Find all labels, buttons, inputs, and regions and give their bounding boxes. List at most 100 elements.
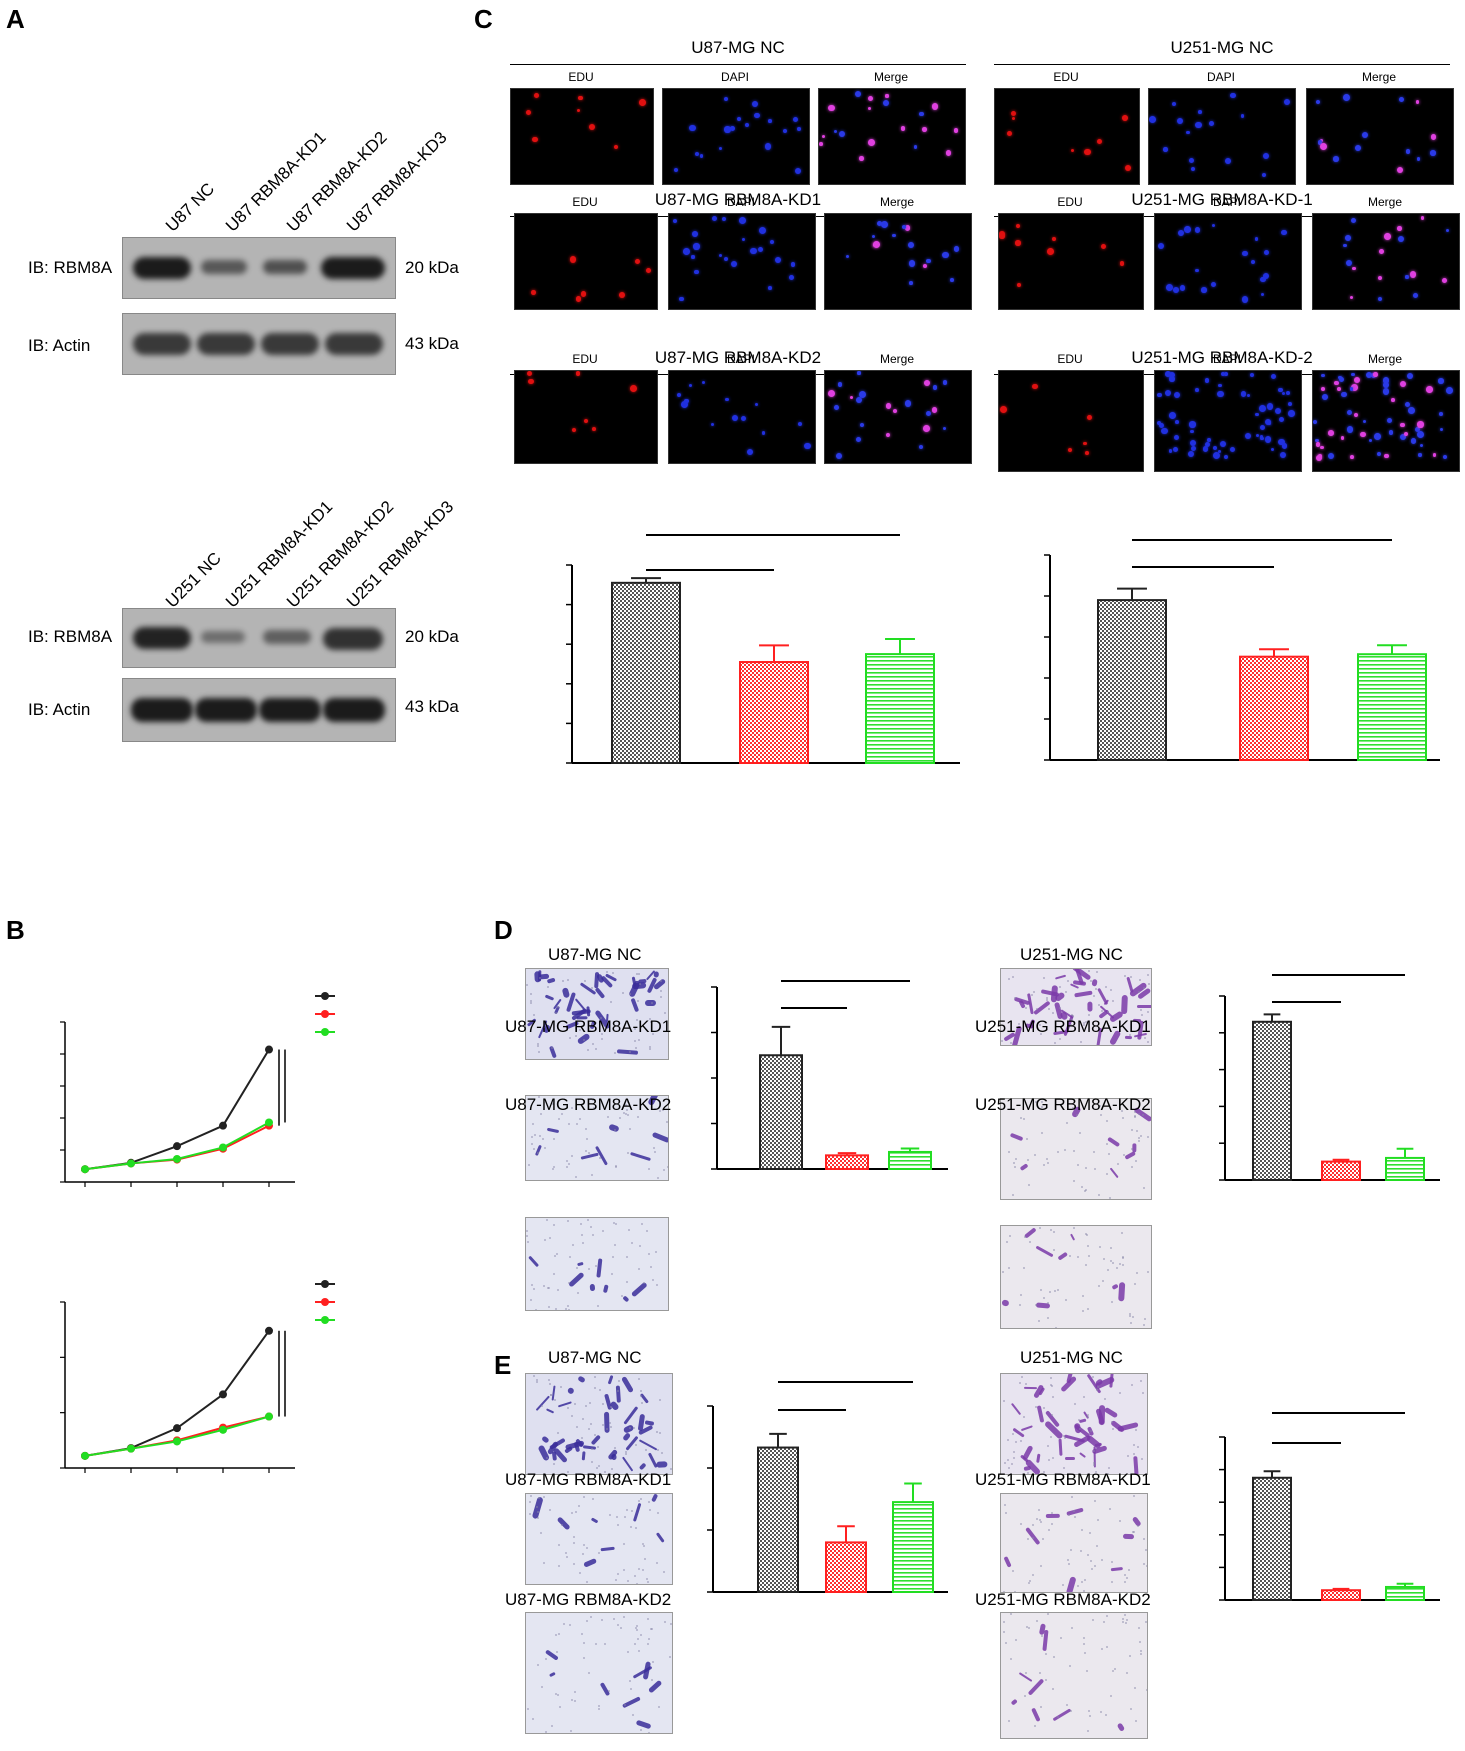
pore-dot — [614, 1243, 617, 1246]
cell-dot — [699, 154, 704, 158]
cell-dot — [905, 400, 912, 407]
fluorescence-image — [1154, 213, 1302, 310]
cell-dot — [1096, 138, 1102, 144]
pore-dot — [618, 1116, 621, 1119]
pore-dot — [601, 1424, 604, 1427]
cell-dot — [931, 103, 939, 110]
data-point — [127, 1444, 135, 1453]
cell-dot — [1219, 440, 1227, 448]
data-point — [219, 1143, 227, 1152]
stain-label: Merge — [1361, 70, 1396, 84]
pore-dot — [1094, 1499, 1097, 1502]
pore-dot — [623, 1568, 626, 1571]
pore-dot — [651, 1033, 654, 1036]
cell-dot — [783, 129, 788, 133]
pore-dot — [1084, 1578, 1087, 1581]
pore-dot — [1142, 1113, 1145, 1116]
pore-dot — [1142, 1324, 1145, 1327]
pore-dot — [1013, 1161, 1016, 1164]
cell-dot — [1320, 143, 1327, 151]
pore-dot — [612, 1221, 615, 1224]
cell-dot — [872, 243, 877, 248]
pore-dot — [551, 1103, 554, 1105]
pore-dot — [608, 1421, 611, 1424]
pore-dot — [579, 1118, 582, 1120]
cell-dot — [580, 291, 587, 297]
cell-dot — [849, 396, 853, 400]
data-point — [173, 1424, 181, 1433]
stain-label: Merge — [1367, 195, 1402, 209]
pore-dot — [1110, 1421, 1113, 1424]
pore-dot — [606, 970, 609, 973]
fluorescence-image — [514, 370, 658, 464]
pore-dot — [1107, 1024, 1110, 1027]
pore-dot — [573, 1402, 576, 1405]
cell-dot — [923, 264, 928, 268]
pore-dot — [590, 1447, 593, 1450]
panel-label-e: E — [494, 1350, 512, 1380]
cell-dot — [1015, 240, 1021, 246]
stain-label: Merge — [873, 70, 908, 84]
pore-dot — [567, 1122, 570, 1125]
cell-dot — [1177, 229, 1185, 237]
pore-dot — [1067, 1563, 1070, 1566]
micrograph-image — [1000, 1373, 1148, 1475]
legend-marker — [321, 1316, 329, 1324]
pore-dot — [623, 1515, 626, 1518]
pore-dot — [1042, 1470, 1045, 1473]
cell-dot — [1412, 293, 1418, 299]
pore-dot — [1074, 1403, 1077, 1406]
pore-dot — [579, 1223, 582, 1226]
pore-dot — [537, 1664, 540, 1667]
cell-dot — [1241, 296, 1249, 303]
pore-dot — [1124, 1580, 1126, 1583]
pore-dot — [640, 1497, 643, 1500]
pore-dot — [1062, 1583, 1065, 1586]
pore-dot — [1004, 1641, 1007, 1644]
pore-dot — [526, 1234, 529, 1237]
pore-dot — [1054, 1290, 1057, 1293]
pore-dot — [598, 1552, 601, 1555]
pore-dot — [1079, 1040, 1082, 1043]
pore-dot — [1081, 1295, 1084, 1298]
pore-dot — [1124, 1613, 1127, 1616]
pore-dot — [607, 1115, 610, 1118]
micrograph-image — [525, 1217, 669, 1311]
pore-dot — [536, 1152, 539, 1155]
pore-dot — [1003, 1462, 1006, 1465]
cell-dot — [1207, 438, 1211, 443]
cell-dot — [1261, 172, 1266, 177]
pore-dot — [1012, 1193, 1015, 1196]
pore-dot — [1023, 1695, 1026, 1698]
pore-dot — [584, 979, 587, 982]
pore-dot — [1025, 1625, 1028, 1628]
cell-dot — [1195, 388, 1199, 393]
cell-dot — [1190, 439, 1197, 446]
stain-label: EDU — [572, 195, 598, 209]
pore-dot — [662, 1168, 665, 1171]
stain-label: Merge — [1367, 352, 1402, 366]
pore-dot — [1036, 1008, 1039, 1011]
pore-dot — [1147, 1011, 1150, 1014]
cell-dot — [1224, 454, 1229, 459]
cell-dot — [711, 215, 717, 221]
pore-dot — [649, 1018, 652, 1021]
cell-dot — [769, 239, 774, 244]
pore-dot — [587, 1152, 590, 1155]
pore-dot — [1052, 1457, 1055, 1460]
pore-dot — [1003, 1590, 1006, 1592]
pore-dot — [1089, 1429, 1092, 1432]
pore-dot — [639, 1395, 642, 1398]
pore-dot — [566, 1159, 569, 1162]
pore-dot — [1107, 1027, 1110, 1030]
cell-dot — [882, 99, 890, 107]
cell-dot — [918, 444, 924, 450]
pore-dot — [567, 978, 570, 981]
pore-dot — [1087, 1710, 1090, 1713]
stain-label: EDU — [1053, 70, 1079, 84]
cell-dot — [1263, 249, 1269, 255]
pore-dot — [1083, 1023, 1086, 1026]
blot-band — [131, 698, 193, 722]
pore-dot — [648, 1252, 651, 1255]
